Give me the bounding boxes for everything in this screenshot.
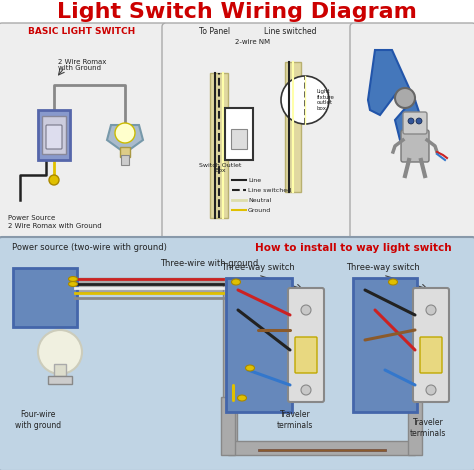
FancyBboxPatch shape <box>295 337 317 373</box>
FancyBboxPatch shape <box>54 364 66 376</box>
Circle shape <box>426 385 436 395</box>
Ellipse shape <box>237 395 246 401</box>
Text: Three-way switch: Three-way switch <box>346 264 420 273</box>
Circle shape <box>408 118 414 124</box>
Text: Three-wire with ground: Three-wire with ground <box>160 258 258 267</box>
Text: Neutral: Neutral <box>248 197 272 203</box>
Text: Three-way switch: Three-way switch <box>221 264 295 273</box>
Circle shape <box>426 305 436 315</box>
FancyBboxPatch shape <box>38 110 70 160</box>
FancyBboxPatch shape <box>353 278 417 412</box>
Text: Four-wire
with ground: Four-wire with ground <box>15 410 61 430</box>
FancyBboxPatch shape <box>162 23 355 244</box>
Circle shape <box>115 123 135 143</box>
Text: Switch Outlet
Box: Switch Outlet Box <box>199 163 241 173</box>
Text: How to install to way light switch: How to install to way light switch <box>255 243 452 253</box>
Circle shape <box>38 330 82 374</box>
Bar <box>285 62 301 192</box>
Ellipse shape <box>69 282 78 287</box>
FancyBboxPatch shape <box>225 108 253 160</box>
Ellipse shape <box>246 365 255 371</box>
FancyBboxPatch shape <box>46 125 62 149</box>
Bar <box>231 129 247 149</box>
Bar <box>228 441 415 455</box>
Polygon shape <box>107 125 143 153</box>
Text: Traveler
terminals: Traveler terminals <box>410 418 446 438</box>
Circle shape <box>49 175 59 185</box>
Text: Line switched: Line switched <box>248 188 291 193</box>
Text: Traveler
terminals: Traveler terminals <box>277 410 313 430</box>
Bar <box>48 376 72 384</box>
FancyBboxPatch shape <box>0 23 167 244</box>
FancyBboxPatch shape <box>350 23 474 244</box>
FancyBboxPatch shape <box>288 288 324 402</box>
FancyBboxPatch shape <box>226 278 292 412</box>
Polygon shape <box>368 50 415 115</box>
Text: BASIC LIGHT SWITCH: BASIC LIGHT SWITCH <box>28 28 136 37</box>
Ellipse shape <box>69 276 78 282</box>
Bar <box>408 397 422 455</box>
Polygon shape <box>395 100 425 145</box>
Bar <box>210 73 228 218</box>
FancyBboxPatch shape <box>403 112 427 134</box>
Text: 2 Wire Romax
with Ground: 2 Wire Romax with Ground <box>58 58 106 71</box>
Circle shape <box>301 345 311 355</box>
Circle shape <box>416 118 422 124</box>
Text: Line switched: Line switched <box>264 28 316 37</box>
FancyBboxPatch shape <box>42 116 66 154</box>
Circle shape <box>281 76 329 124</box>
Bar <box>120 147 130 157</box>
FancyBboxPatch shape <box>420 337 442 373</box>
Circle shape <box>395 88 415 108</box>
Text: Ground: Ground <box>248 207 271 212</box>
Text: Power Source
2 Wire Romax with Ground: Power Source 2 Wire Romax with Ground <box>8 216 101 228</box>
Text: Power source (two-wire with ground): Power source (two-wire with ground) <box>12 243 167 252</box>
Circle shape <box>301 305 311 315</box>
Text: Light
fixture
outlet
box: Light fixture outlet box <box>317 89 335 111</box>
Ellipse shape <box>231 279 240 285</box>
FancyBboxPatch shape <box>401 130 429 162</box>
Text: Line: Line <box>248 178 261 182</box>
Text: 2-wire NM: 2-wire NM <box>236 39 271 45</box>
Text: To Panel: To Panel <box>200 28 230 37</box>
FancyBboxPatch shape <box>0 237 474 470</box>
Circle shape <box>426 345 436 355</box>
Bar <box>221 397 235 455</box>
Bar <box>223 285 237 452</box>
Ellipse shape <box>389 279 398 285</box>
Circle shape <box>301 385 311 395</box>
FancyBboxPatch shape <box>13 268 77 327</box>
Bar <box>121 155 129 165</box>
Bar <box>75 278 230 292</box>
Text: Light Switch Wiring Diagram: Light Switch Wiring Diagram <box>57 2 417 22</box>
FancyBboxPatch shape <box>413 288 449 402</box>
